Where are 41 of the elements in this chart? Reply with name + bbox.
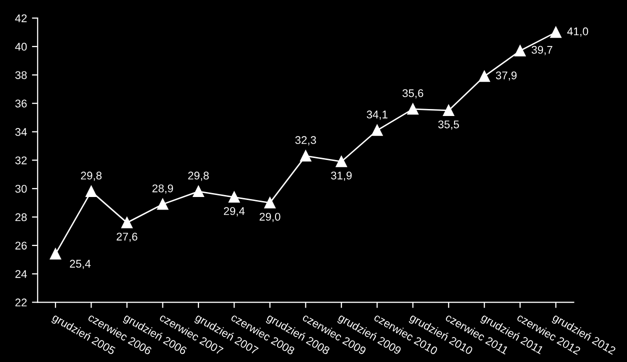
y-tick-label: 34 [15,128,27,136]
data-label: 35,5 [438,120,459,130]
data-label: 41,0 [567,27,588,37]
y-tick-label: 22 [15,298,27,306]
y-tick-label: 36 [15,100,27,108]
y-tick-label: 40 [15,42,27,51]
point [372,124,383,136]
y-tick-label: 32 [15,156,27,164]
point [514,45,526,56]
point [264,197,276,208]
data-label: 29,0 [260,212,280,222]
point [50,248,62,260]
point [121,217,133,228]
data-label: 31,9 [331,172,352,181]
data-label: 37,9 [496,71,517,81]
data-label: 39,7 [532,46,552,56]
point [336,156,347,168]
data-label: 28,9 [152,184,173,194]
point [300,150,312,162]
point [478,70,490,82]
y-tick-label: 30 [15,184,27,193]
data-label: 34,1 [366,110,388,120]
point [192,186,204,197]
y-tick-label: 24 [15,270,27,278]
point [157,198,168,210]
point [443,104,454,116]
data-label: 29,8 [188,172,209,181]
y-tick-label: 26 [15,242,27,250]
data-label: 29,4 [224,207,245,216]
data-label: 29,8 [80,172,102,181]
y-tick-label: 28 [15,213,27,222]
point [86,186,97,197]
y-tick-label: 38 [15,71,27,80]
data-label: 25,4 [70,260,91,269]
point [550,26,562,38]
data-label: 35,6 [402,89,424,98]
y-tick-label: 42 [15,14,27,22]
data-label: 27,6 [116,232,138,242]
point [407,103,418,115]
point [228,192,240,203]
data-label: 32,3 [295,136,316,146]
